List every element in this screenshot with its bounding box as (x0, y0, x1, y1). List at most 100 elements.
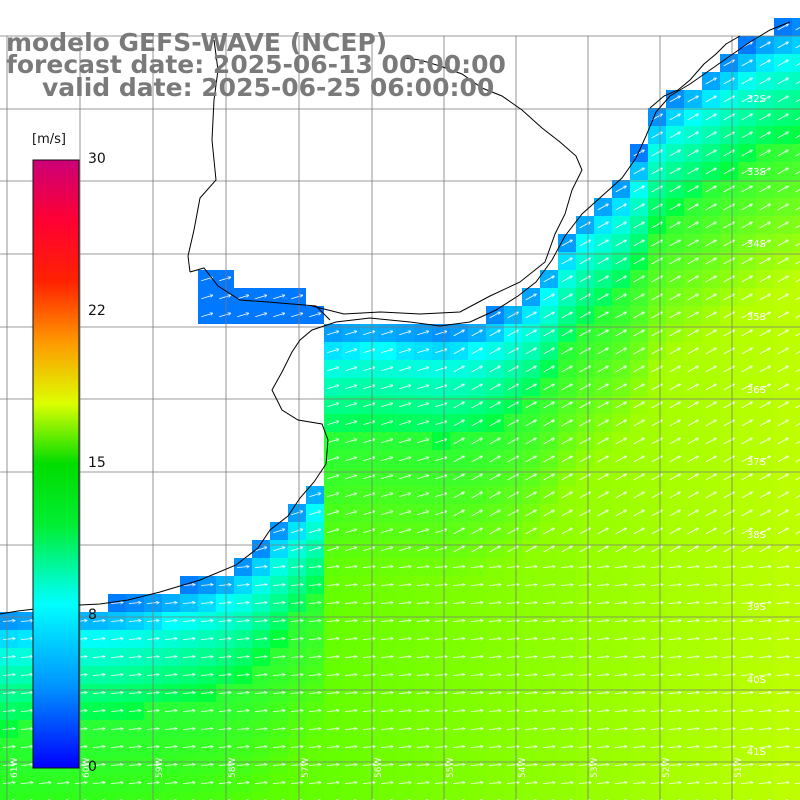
wind-speed-cell (216, 792, 234, 800)
wind-speed-cell (792, 144, 800, 162)
lat-label: 33S (746, 167, 766, 178)
wind-speed-cell (72, 792, 90, 800)
wind-speed-cell (90, 792, 108, 800)
wind-speed-cell (756, 792, 774, 800)
wind-speed-cell (450, 792, 468, 800)
lat-label: 37S (746, 457, 766, 468)
wind-speed-cell (504, 792, 522, 800)
wind-speed-cell (180, 792, 198, 800)
wind-speed-cell (126, 792, 144, 800)
wind-speed-cell (198, 792, 216, 800)
lat-label: 32S (746, 94, 766, 105)
lat-label: 39S (746, 602, 766, 613)
wind-speed-cell (576, 792, 594, 800)
wind-speed-cell (792, 450, 800, 468)
lat-label: 36S (746, 385, 766, 396)
wind-speed-cell (792, 270, 800, 288)
colorbar-tick-8: 8 (88, 607, 97, 623)
lon-label: 60W (82, 757, 92, 778)
wind-speed-cell (630, 792, 648, 800)
wind-speed-cell (792, 306, 800, 324)
wind-speed-cell (792, 288, 800, 306)
wind-speed-cell (774, 792, 792, 800)
wind-speed-cell (378, 792, 396, 800)
lat-label: 38S (746, 530, 766, 541)
wind-speed-cell (792, 162, 800, 180)
colorbar-unit: [m/s] (32, 132, 66, 147)
lat-label: 40S (746, 675, 766, 686)
wind-speed-cell (720, 792, 738, 800)
wind-speed-cell (594, 792, 612, 800)
wind-speed-cell (288, 792, 306, 800)
lon-label: 58W (228, 757, 238, 778)
wind-speed-cell (324, 792, 342, 800)
wind-speed-cell (792, 414, 800, 432)
wind-speed-cell (252, 792, 270, 800)
lon-label: 59W (155, 757, 165, 778)
wind-speed-cell (792, 234, 800, 252)
wind-speed-cell (792, 468, 800, 486)
wind-speed-cell (792, 504, 800, 522)
lon-label: 56W (374, 757, 384, 778)
wind-speed-cell (792, 198, 800, 216)
wind-speed-cell (792, 792, 800, 800)
wind-speed-cell (792, 432, 800, 450)
wind-speed-cell (792, 252, 800, 270)
wind-speed-cell (306, 792, 324, 800)
lon-label: 55W (446, 757, 456, 778)
colorbar-tick-30: 30 (88, 151, 106, 167)
lat-label: 41S (746, 747, 766, 758)
wind-speed-cell (792, 540, 800, 558)
wind-speed-cell (792, 360, 800, 378)
wind-speed-cell (468, 792, 486, 800)
wind-speed-cell (432, 792, 450, 800)
wind-speed-cell (792, 342, 800, 360)
wind-speed-cell (396, 792, 414, 800)
wind-speed-cell (792, 378, 800, 396)
wind-speed-cell (54, 792, 72, 800)
lat-label: 35S (746, 312, 766, 323)
wind-speed-cell (792, 72, 800, 90)
wind-speed-cell (792, 18, 800, 36)
wind-speed-cell (270, 792, 288, 800)
colorbar-gradient (32, 159, 80, 769)
lon-label: 51W (734, 757, 744, 778)
wind-speed-cell (360, 792, 378, 800)
wind-speed-cell (522, 792, 540, 800)
wind-speed-cell (162, 792, 180, 800)
wind-speed-cell (792, 90, 800, 108)
wind-speed-cell (792, 108, 800, 126)
wind-speed-cell (792, 180, 800, 198)
lon-label: 52W (662, 757, 672, 778)
wind-speed-cell (702, 792, 720, 800)
wind-speed-cell (792, 486, 800, 504)
lon-label: 57W (301, 757, 311, 778)
valid-date: valid date: 2025-06-25 06:00:00 (42, 73, 495, 102)
wind-speed-cell (612, 792, 630, 800)
lon-label: 53W (590, 757, 600, 778)
wind-speed-cell (486, 792, 504, 800)
wind-speed-cell (792, 36, 800, 54)
wind-speed-cell (792, 54, 800, 72)
wind-speed-cell (18, 792, 36, 800)
wind-speed-cell (792, 216, 800, 234)
wind-speed-cell (0, 792, 18, 800)
wind-speed-cell (648, 792, 666, 800)
lon-label: 54W (518, 757, 528, 778)
lon-label: 61W (10, 757, 20, 778)
wind-speed-cell (36, 792, 54, 800)
wind-speed-cell (684, 792, 702, 800)
wind-speed-cell (666, 792, 684, 800)
wind-speed-cell (540, 792, 558, 800)
colorbar-tick-15: 15 (88, 455, 106, 471)
lat-label: 34S (746, 239, 766, 250)
wind-speed-cell (792, 522, 800, 540)
wind-speed-cell (108, 792, 126, 800)
wind-speed-cell (738, 792, 756, 800)
wind-speed-cell (792, 126, 800, 144)
colorbar-tick-22: 22 (88, 303, 106, 319)
wind-speed-cell (414, 792, 432, 800)
wind-speed-cell (234, 792, 252, 800)
colorbar (32, 159, 80, 769)
